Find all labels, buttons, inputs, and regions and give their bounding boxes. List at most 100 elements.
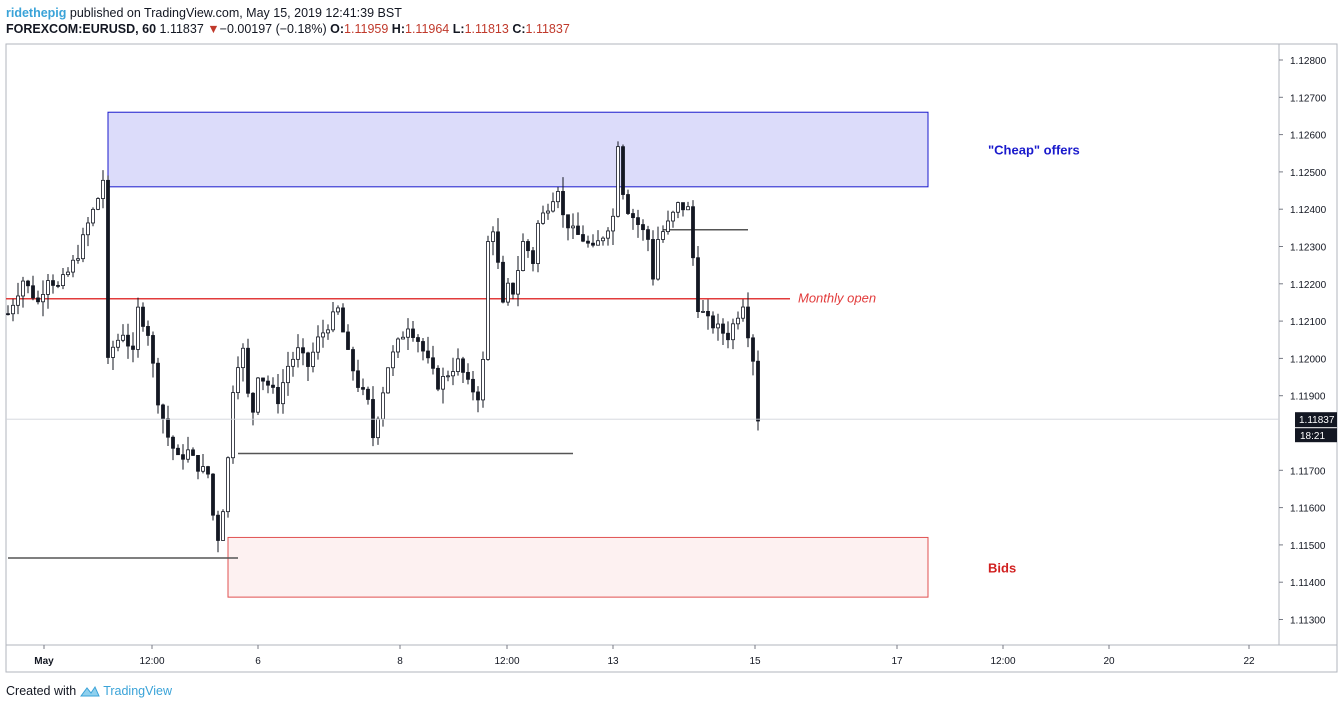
candle-body	[581, 234, 585, 242]
candle-body	[536, 222, 540, 264]
price-tick-label: 1.12300	[1290, 243, 1327, 254]
candle-body	[526, 241, 530, 252]
candle-body	[236, 367, 240, 394]
author-name[interactable]: ridethepig	[6, 6, 67, 20]
candle-body	[656, 239, 660, 280]
candle-body	[606, 230, 610, 239]
candle-body	[191, 449, 195, 456]
bids-zone	[227, 536, 929, 598]
candle-body	[486, 241, 490, 360]
symbol-label: FOREXCOM:EURUSD, 60	[6, 22, 157, 36]
candle-body	[716, 323, 720, 329]
candle-body	[136, 306, 140, 350]
candle-body	[311, 351, 315, 367]
candle-body	[496, 231, 500, 263]
candle-body	[271, 384, 275, 388]
time-tick-label: 22	[1243, 656, 1255, 667]
time-tick-label: May	[34, 656, 54, 667]
candle-body	[416, 337, 420, 342]
candle-body	[701, 310, 705, 313]
candle-body	[106, 179, 110, 358]
candle-body	[266, 380, 270, 386]
candle-body	[481, 359, 485, 401]
candle-body	[326, 329, 330, 334]
time-tick-label: 15	[749, 656, 761, 667]
candle-body	[206, 466, 210, 475]
chart-header: ridethepig published on TradingView.com,…	[6, 5, 570, 37]
candle-body	[121, 334, 125, 341]
time-tick-label: 13	[607, 656, 619, 667]
candle-body	[671, 211, 675, 222]
candle-body	[166, 418, 170, 438]
candle-body	[51, 280, 55, 286]
candle-body	[286, 365, 290, 384]
time-tick-label: 8	[397, 656, 403, 667]
candle-body	[56, 285, 60, 287]
candle-body	[586, 240, 590, 244]
candle-body	[621, 146, 625, 195]
price-tick-label: 1.12000	[1290, 354, 1327, 365]
candle-body	[611, 215, 615, 232]
offers-zone	[107, 111, 929, 188]
candle-body	[16, 295, 20, 306]
candle-body	[686, 206, 690, 211]
tradingview-brand[interactable]: TradingView	[103, 684, 172, 698]
candle-body	[201, 466, 205, 472]
price-tick-label: 1.12800	[1290, 56, 1327, 67]
candle-body	[576, 225, 580, 235]
candle-body	[736, 317, 740, 325]
price-tick-label: 1.11900	[1290, 392, 1326, 403]
candle-body	[131, 345, 135, 350]
candle-body	[751, 337, 755, 362]
candle-body	[96, 198, 100, 210]
candle-body	[491, 231, 495, 242]
low-value: 1.11813	[464, 22, 509, 36]
candle-body	[36, 297, 40, 303]
candle-body	[531, 250, 535, 264]
candle-body	[306, 352, 310, 367]
candle-body	[706, 310, 710, 317]
candle-body	[741, 306, 745, 319]
candle-body	[141, 306, 145, 327]
candle-body	[216, 514, 220, 541]
down-arrow-icon: ▼	[207, 22, 220, 36]
candle-body	[626, 194, 630, 214]
candle-body	[571, 225, 575, 229]
candle-body	[456, 358, 460, 372]
candle-body	[11, 304, 15, 315]
candle-body	[561, 191, 565, 216]
candle-body	[251, 392, 255, 413]
candle-body	[421, 341, 425, 352]
published-text: published on TradingView.com, May 15, 20…	[69, 6, 402, 20]
candle-body	[66, 271, 70, 276]
candle-body	[681, 202, 685, 211]
candle-body	[506, 282, 510, 303]
candle-body	[616, 146, 620, 217]
candle-body	[341, 307, 345, 333]
close-label: C:	[512, 22, 526, 36]
candle-body	[651, 239, 655, 280]
candle-body	[256, 377, 260, 413]
price-tick-label: 1.11400	[1290, 578, 1326, 589]
candle-body	[591, 242, 595, 246]
candle-body	[291, 358, 295, 367]
last-price-box	[1295, 412, 1337, 428]
candle-body	[376, 418, 380, 439]
candle-body	[21, 280, 25, 297]
high-value: 1.11964	[405, 22, 450, 36]
low-label: L:	[452, 22, 465, 36]
price-tick-label: 1.11700	[1290, 466, 1326, 477]
candle-body	[186, 449, 190, 460]
candle-body	[371, 399, 375, 439]
candle-body	[71, 259, 75, 273]
candle-body	[406, 328, 410, 338]
candle-body	[636, 217, 640, 225]
candle-body	[86, 222, 90, 236]
candle-body	[26, 280, 30, 287]
candle-body	[81, 234, 85, 260]
time-tick-label: 20	[1103, 656, 1115, 667]
candle-body	[211, 473, 215, 516]
price-tick-label: 1.11500	[1290, 541, 1326, 552]
price-tick-label: 1.11300	[1290, 616, 1326, 627]
